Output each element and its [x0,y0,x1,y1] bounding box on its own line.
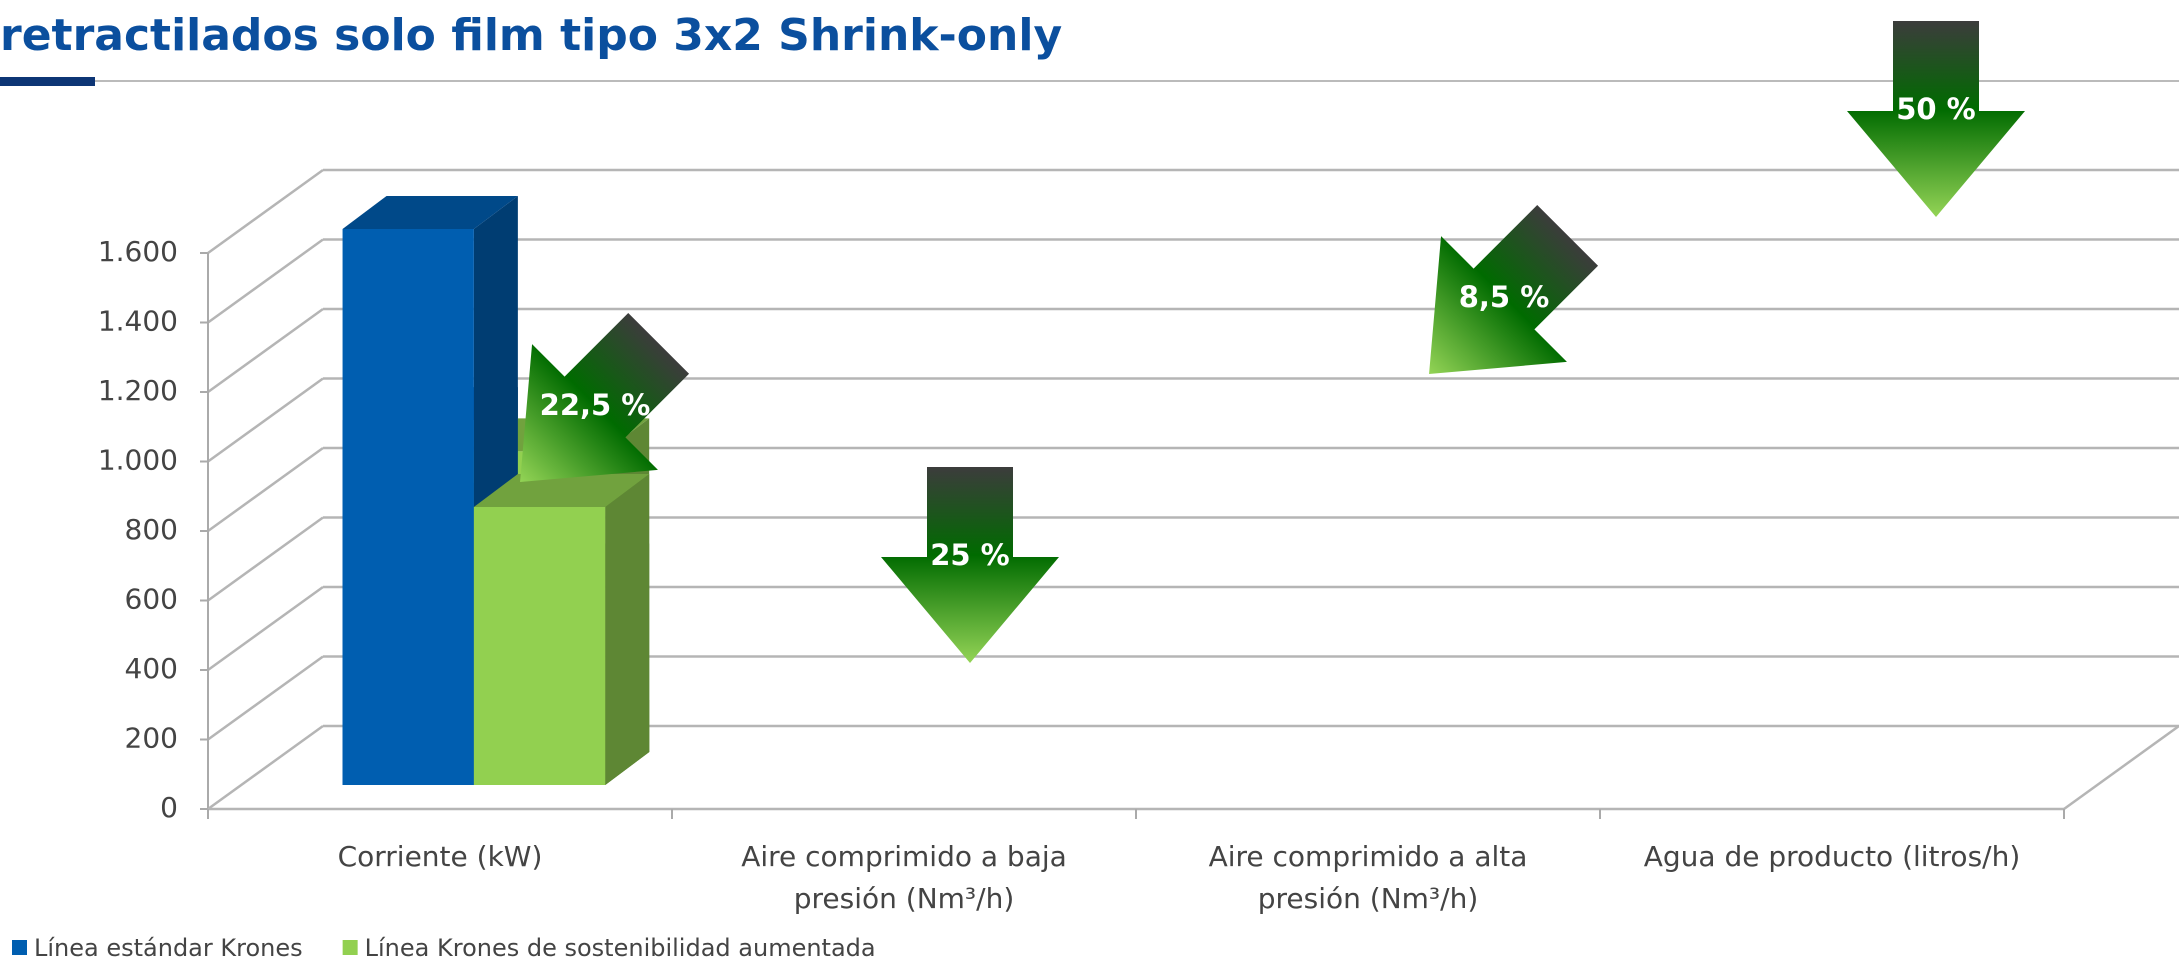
annotation: 50 % [1896,92,1976,126]
x-tick-label: Corriente (kW) [337,840,543,873]
x-tick-label: Agua de producto (litros/h) [1643,840,2021,873]
bar [342,229,474,785]
y-tick-label: 0 [160,791,178,824]
annotation: 25 % [930,538,1010,572]
legend-label: Línea Krones de sostenibilidad aumentada [365,934,876,962]
chart-title: retractilados solo film tipo 3x2 Shrink-… [0,10,1062,61]
legend-swatch [12,940,27,955]
y-tick-label: 1.600 [98,235,178,268]
grid-line-side [207,168,324,255]
grid-line-side [207,446,324,533]
grid-line-side [207,516,324,602]
x-tick-label: Aire comprimido a alta presión (Nm³/h) [1208,840,1528,915]
bar-top [473,474,650,507]
legend-label: Línea estándar Krones [34,934,303,962]
floor-right [2063,724,2179,811]
annotation: 8,5 % [1459,280,1550,314]
grid-line-side [207,307,324,394]
annotation: 22,5 % [540,388,651,422]
arrow [520,312,690,482]
y-tick-label: 400 [125,652,178,685]
title-accent [0,77,95,86]
bar-top [342,196,518,229]
grid-line-side [207,655,324,741]
y-tick-label: 800 [125,513,178,546]
bar-side [605,474,650,785]
y-tick-label: 1.000 [98,444,178,477]
y-tick-label: 1.200 [98,374,178,407]
y-tick-label: 200 [125,722,178,755]
grid-line-side [207,724,324,811]
grid-line-side [207,585,324,672]
arrow [1429,204,1599,374]
y-tick-label: 600 [125,583,178,616]
y-tick-label: 1.400 [98,305,178,338]
x-tick-label: Aire comprimido a baja presión (Nm³/h) [741,840,1067,915]
bar [473,507,606,785]
grid-line-side [207,377,324,463]
legend-swatch [342,940,358,955]
arrow [881,467,1059,663]
grid-line-side [207,238,324,324]
arrow [1847,21,2025,217]
